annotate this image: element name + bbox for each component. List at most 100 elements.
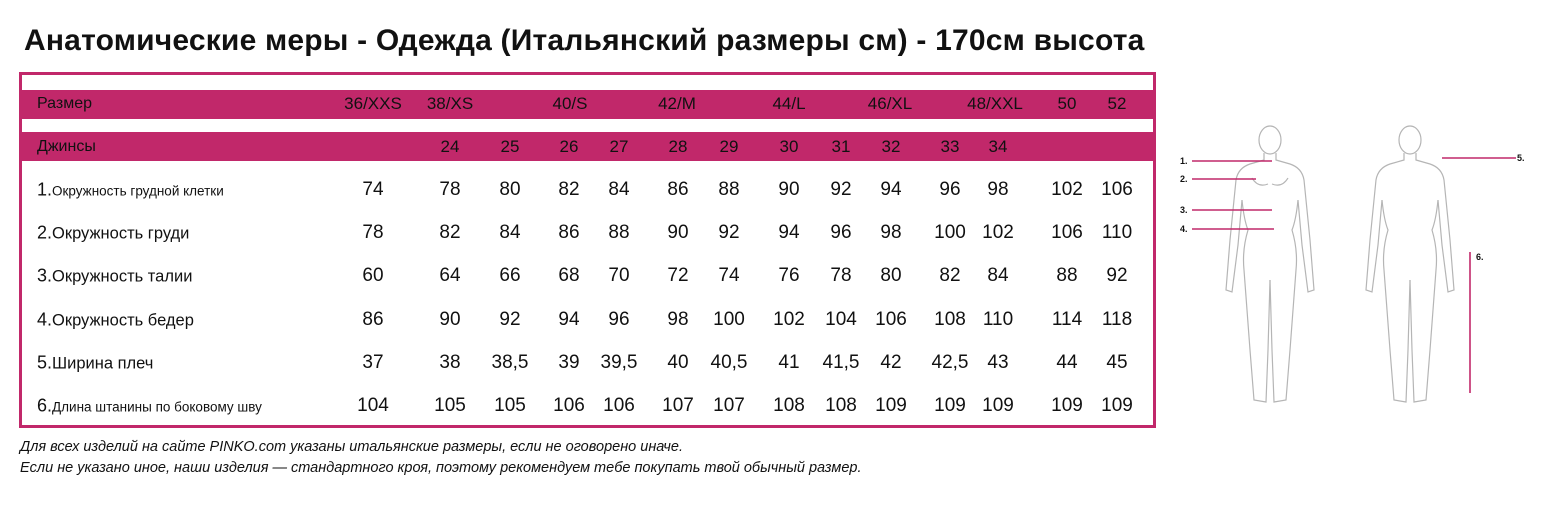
table-cell: 92 [830,179,852,200]
table-cell: 96 [830,222,852,243]
table-cell: 39 [558,352,580,373]
measurement-row-label: 6.Длина штанины по боковому шву [37,396,262,417]
table-cell: 96 [939,179,961,200]
marker-label: 2. [1180,174,1188,184]
table-cell: 38,5 [491,352,529,373]
table-cell: 84 [499,222,521,243]
row-number: 4. [37,309,53,330]
marker-label: 6. [1476,252,1484,262]
table-cell: 110 [1101,222,1133,243]
jeans-header-label: Джинсы [37,138,96,155]
table-cell: 80 [499,179,521,200]
table-cell: 82 [558,179,580,200]
table-cell: 96 [608,309,630,330]
table-cell: 88 [718,179,740,200]
table-cell: 41,5 [822,352,860,373]
table-cell: 98 [987,179,1009,200]
table-cell: 94 [558,309,580,330]
table-cell: 98 [667,309,689,330]
row-number: 2. [37,222,53,243]
table-cell: 94 [778,222,800,243]
row-label: Длина штанины по боковому шву [52,399,262,415]
measurement-row-label: 5.Ширина плеч [37,353,153,374]
footnote: Если не указано иное, наши изделия — ста… [20,460,862,476]
row-number: 6. [37,395,53,416]
size-column-header: 36/XXS [344,94,402,113]
jeans-size-header: 26 [559,137,579,156]
jeans-size-header: 30 [779,137,799,156]
measurement-row-label: 1.Окружность грудной клетки [37,180,224,201]
table-cell: 109 [1101,395,1133,416]
table-cell: 41 [778,352,800,373]
table-cell: 86 [362,309,384,330]
row-label: Окружность бедер [52,311,194,330]
size-column-header: 50 [1057,94,1077,113]
footnotes: Для всех изделий на сайте PINKO.com указ… [20,437,861,479]
table-cell: 94 [880,179,902,200]
marker-label: 4. [1180,224,1188,234]
size-column-header: 52 [1107,94,1127,113]
table-cell: 104 [357,395,389,416]
measurement-row-label: 3.Окружность талии [37,266,192,287]
marker-label: 3. [1180,205,1188,215]
table-cell: 100 [934,222,966,243]
table-cell: 102 [773,309,805,330]
table-cell: 109 [982,395,1014,416]
table-cell: 108 [825,395,857,416]
table-cell: 42,5 [931,352,969,373]
table-cell: 64 [439,265,461,286]
jeans-size-header: 32 [881,137,901,156]
size-column-header: 44/L [772,94,806,113]
table-cell: 92 [499,309,521,330]
marker-label: 5. [1517,153,1525,163]
table-cell: 109 [934,395,966,416]
table-cell: 107 [713,395,745,416]
measurement-lines [1192,157,1516,393]
jeans-size-header: 31 [831,137,851,156]
size-column-header: 38/XS [426,94,474,113]
table-cell: 106 [553,395,585,416]
table-cell: 44 [1056,352,1078,373]
table-cell: 84 [987,265,1009,286]
table-cell: 78 [362,222,384,243]
table-cell: 106 [1101,179,1133,200]
table-cell: 108 [773,395,805,416]
body-measurement-figures: 1. 2. 3. 4. 5. 6. [1180,125,1525,403]
table-cell: 72 [667,265,689,286]
table-cell: 40,5 [710,352,748,373]
row-label: Окружность талии [52,267,193,286]
table-cell: 92 [1106,265,1128,286]
table-cell: 106 [1051,222,1083,243]
table-cell: 102 [982,222,1014,243]
table-cell: 80 [880,265,902,286]
table-cell: 60 [362,265,384,286]
table-cell: 37 [362,352,384,373]
jeans-header-band [22,132,1153,161]
row-number: 5. [37,352,53,373]
measurement-row-label: 4.Окружность бедер [37,310,194,331]
table-cell: 84 [608,179,630,200]
jeans-size-header: 27 [609,137,629,156]
table-cell: 100 [713,309,745,330]
back-body-figure-icon [1365,125,1455,403]
marker-label: 1. [1180,156,1188,166]
size-header-band [22,90,1153,119]
row-number: 3. [37,265,53,286]
table-cell: 82 [939,265,961,286]
table-cell: 106 [603,395,635,416]
table-cell: 70 [608,265,630,286]
size-column-header: 42/M [658,94,696,113]
table-cell: 90 [778,179,800,200]
jeans-size-header: 25 [500,137,520,156]
footnote: Для всех изделий на сайте PINKO.com указ… [20,439,683,455]
table-cell: 108 [934,309,966,330]
row-label: Ширина плеч [52,354,154,373]
table-cell: 104 [825,309,857,330]
jeans-size-header: 28 [668,137,688,156]
row-label: Окружность грудной клетки [52,183,224,199]
table-cell: 78 [439,179,461,200]
table-cell: 88 [608,222,630,243]
table-cell: 78 [830,265,852,286]
table-cell: 74 [362,179,384,200]
size-column-header: 46/XL [867,94,913,113]
